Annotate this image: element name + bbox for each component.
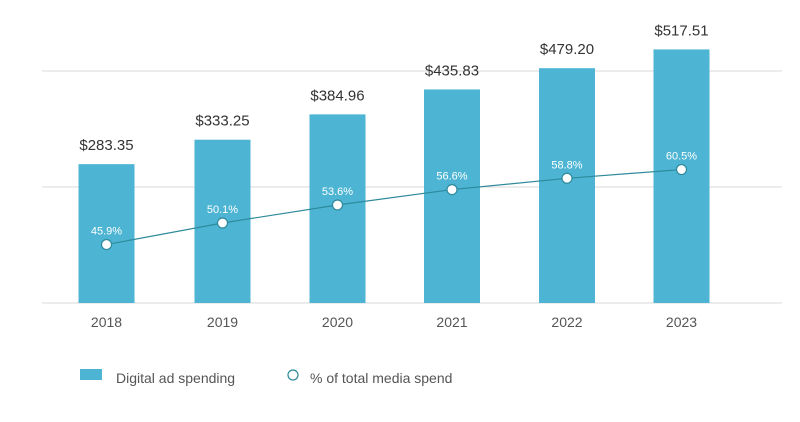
bar-2022[interactable] [539, 68, 595, 303]
bar-value-label: $435.83 [425, 62, 479, 79]
line-point-2022[interactable] [561, 172, 573, 184]
line-point-2020[interactable] [331, 199, 344, 211]
line-point-label: 45.9% [91, 226, 122, 238]
bar-2021[interactable] [424, 89, 480, 303]
x-tick-label: 2018 [91, 314, 122, 330]
line-point-2023[interactable] [675, 163, 688, 176]
bar-value-label: $384.96 [310, 87, 364, 104]
x-tick-label: 2023 [666, 314, 697, 330]
line-point-label: 53.6% [322, 186, 353, 198]
bar-value-label: $479.20 [540, 41, 594, 58]
line-point-label: 50.1% [207, 204, 238, 216]
bar-value-label: $333.25 [195, 113, 249, 130]
bar-2023[interactable] [653, 49, 710, 303]
x-tick-label: 2020 [322, 314, 353, 330]
legend-circle-marker [287, 369, 299, 381]
line-point-label: 58.8% [551, 159, 582, 171]
x-tick-label: 2021 [436, 314, 467, 330]
bar-value-label: $517.51 [654, 22, 708, 39]
bar-2018[interactable] [78, 164, 135, 303]
line-point-2019[interactable] [216, 217, 229, 229]
line-point-2018[interactable] [100, 238, 113, 251]
legend-label-bar: Digital ad spending [116, 370, 235, 386]
x-tick-label: 2019 [207, 314, 238, 330]
legend-label-line: % of total media spend [310, 370, 452, 386]
bar-value-label: $283.35 [79, 137, 133, 154]
line-point-2021[interactable] [446, 183, 458, 196]
line-series [106, 168, 682, 246]
x-tick-label: 2022 [551, 314, 582, 330]
legend-bar-swatch [80, 369, 102, 380]
line-point-label: 56.6% [436, 171, 467, 183]
line-point-label: 60.5% [666, 151, 697, 163]
